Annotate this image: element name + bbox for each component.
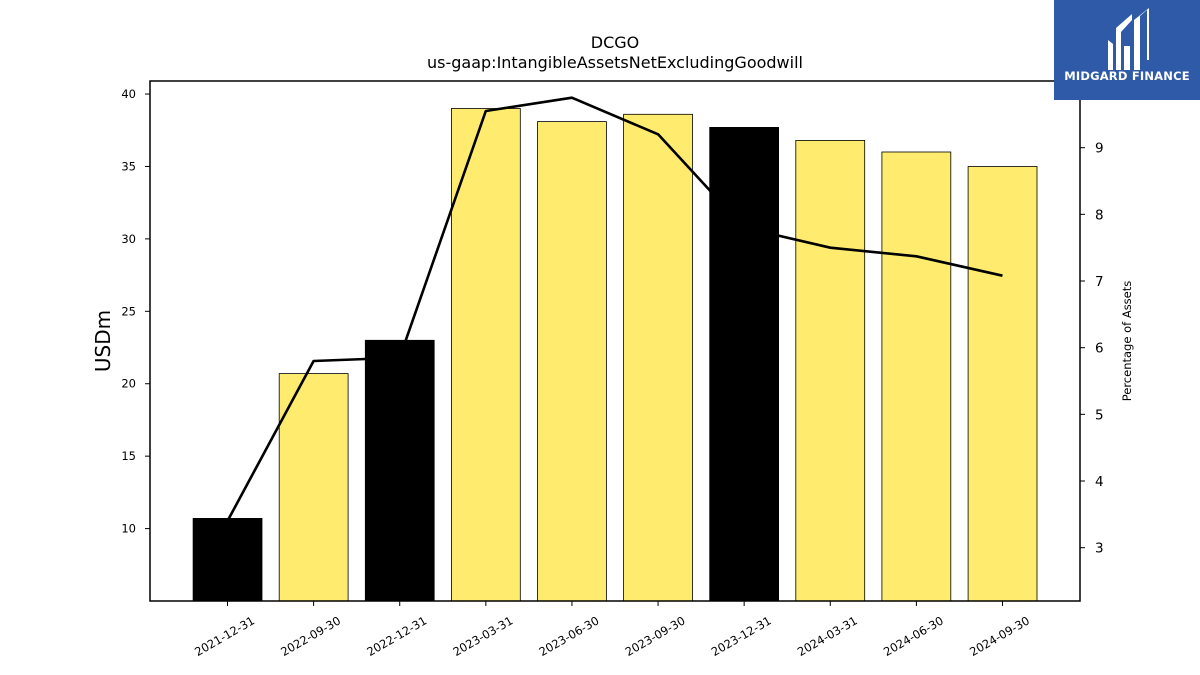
y-tick-label-25: 25 [121,304,136,318]
y2-tick-label-3: 3 [1095,541,1104,557]
midgard-mark-icon [1108,8,1149,70]
x-tick-label-2024-03-31: 2024-03-31 [795,613,860,659]
x-tick-label-2022-09-30: 2022-09-30 [278,613,343,659]
midgard-finance-logo: MIDGARD FINANCE [1054,0,1200,100]
x-tick-label-2023-09-30: 2023-09-30 [623,613,688,659]
plot-frame [149,80,1081,602]
x-tick-label-2021-12-31: 2021-12-31 [192,613,257,659]
x-tick-label-2023-12-31: 2023-12-31 [709,613,774,659]
y-tick-label-15: 15 [121,449,136,463]
bar-2024-03-31 [795,139,866,602]
bar-2022-09-30 [278,373,349,602]
x-tick-label-2024-09-30: 2024-09-30 [967,613,1032,659]
y2-tick-label-5: 5 [1095,407,1104,423]
y-tick-label-35: 35 [121,159,136,173]
y2-tick-label-4: 4 [1095,474,1104,490]
y2-tick-label-8: 8 [1095,207,1104,223]
x-tick-label-2024-06-30: 2024-06-30 [881,613,946,659]
bar-2021-12-31 [192,518,263,602]
bar-2024-06-30 [881,151,952,602]
y-tick-label-30: 30 [121,232,136,246]
y-axis-label: USDm [91,310,115,372]
x-tick-label-2023-03-31: 2023-03-31 [450,613,515,659]
bar-2023-06-30 [537,121,607,602]
percentage-line [226,96,1003,522]
y2-tick-label-9: 9 [1095,141,1104,157]
y-tick-label-10: 10 [121,522,136,536]
bar-2023-03-31 [450,108,521,602]
y2-tick-label-7: 7 [1095,274,1104,290]
chart-title-block: DCGO us-gaap:IntangibleAssetsNetExcludin… [150,33,1080,73]
bar-2023-09-30 [623,113,693,602]
chart-title: DCGO [590,33,640,52]
y-tick-label-20: 20 [121,377,136,391]
y2-axis-label: Percentage of Assets [1120,281,1134,402]
bar-2022-12-31 [364,339,435,602]
chart-subtitle: us-gaap:IntangibleAssetsNetExcludingGood… [427,53,803,72]
bar-2024-09-30 [967,166,1038,602]
x-tick-label-2022-12-31: 2022-12-31 [364,613,429,659]
logo-text: MIDGARD FINANCE [1064,69,1190,83]
x-tick-label-2023-06-30: 2023-06-30 [537,613,602,659]
bar-2023-12-31 [709,127,780,602]
y-tick-label-40: 40 [121,87,136,101]
y2-tick-label-6: 6 [1095,341,1104,357]
